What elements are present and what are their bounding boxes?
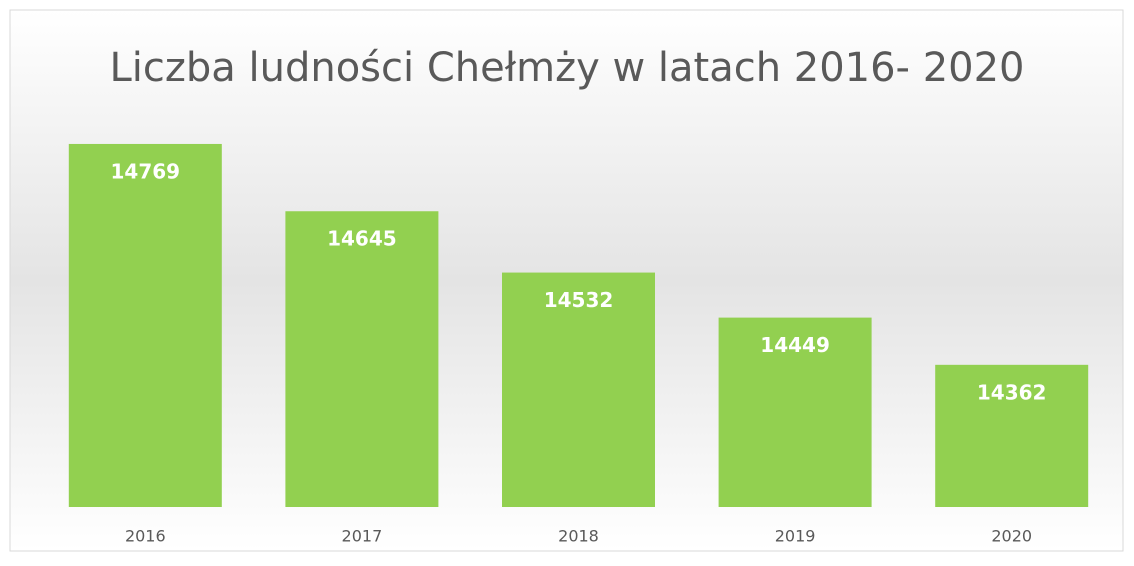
x-tick-label: 2016 bbox=[125, 527, 166, 546]
data-label: 14769 bbox=[111, 159, 181, 183]
data-label: 14645 bbox=[327, 227, 397, 251]
data-label: 14532 bbox=[544, 288, 614, 312]
x-tick-label: 2017 bbox=[342, 527, 383, 546]
bar bbox=[68, 143, 222, 507]
bar bbox=[718, 317, 872, 507]
chart-title: Liczba ludności Chełmży w latach 2016- 2… bbox=[110, 45, 1025, 91]
bar bbox=[285, 211, 439, 507]
x-tick-label: 2020 bbox=[991, 527, 1032, 546]
data-label: 14362 bbox=[977, 380, 1047, 404]
bar bbox=[502, 272, 655, 507]
x-tick-label: 2018 bbox=[558, 527, 599, 546]
x-tick-label: 2019 bbox=[775, 527, 816, 546]
bar bbox=[935, 364, 1089, 507]
data-label: 14449 bbox=[760, 333, 830, 357]
